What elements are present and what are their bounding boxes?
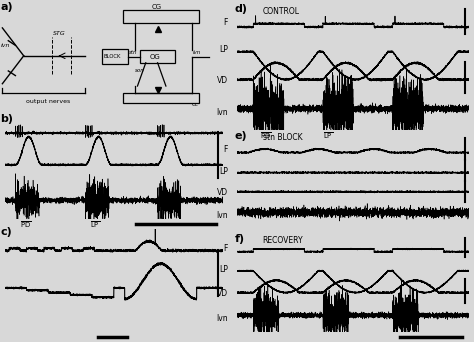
Text: F: F <box>223 244 228 253</box>
Text: LP: LP <box>219 167 228 176</box>
Text: stn: stn <box>129 50 137 55</box>
Text: ivn: ivn <box>1 42 11 48</box>
Text: d): d) <box>235 4 248 14</box>
Text: LP: LP <box>219 265 228 274</box>
Text: b): b) <box>0 114 13 124</box>
Text: lvn: lvn <box>216 211 228 220</box>
Text: CG: CG <box>152 4 162 10</box>
Text: c): c) <box>0 227 12 237</box>
Text: $\overline{\mathrm{LP}}$: $\overline{\mathrm{LP}}$ <box>323 131 333 141</box>
Text: output nerves: output nerves <box>26 100 70 105</box>
Text: OG: OG <box>149 54 160 60</box>
Bar <box>102 49 128 64</box>
Text: $\overline{\mathrm{PD}}$: $\overline{\mathrm{PD}}$ <box>20 220 32 230</box>
Text: F: F <box>223 145 228 154</box>
Text: LP: LP <box>219 45 228 54</box>
Text: CONTROL: CONTROL <box>263 7 300 16</box>
Text: F: F <box>223 18 228 27</box>
Text: RECOVERY: RECOVERY <box>263 236 303 245</box>
Text: f): f) <box>235 234 245 244</box>
Text: lvn: lvn <box>216 314 228 323</box>
Text: VD: VD <box>217 188 228 197</box>
Text: e): e) <box>235 131 247 142</box>
Text: $\overline{\mathrm{LP}}$: $\overline{\mathrm{LP}}$ <box>90 220 100 230</box>
Text: ivn: ivn <box>193 50 201 55</box>
Text: BLOCK: BLOCK <box>104 54 121 59</box>
Bar <box>140 50 175 63</box>
Text: STG: STG <box>53 31 66 36</box>
Text: a): a) <box>0 2 13 12</box>
Text: VD: VD <box>217 76 228 85</box>
Text: stn BLOCK: stn BLOCK <box>263 133 302 142</box>
Text: VD: VD <box>217 289 228 298</box>
Text: lvn: lvn <box>216 108 228 117</box>
Bar <box>123 11 199 23</box>
Bar <box>123 93 199 104</box>
Text: son: son <box>135 68 145 73</box>
Text: $\overline{\mathrm{PD}}$: $\overline{\mathrm{PD}}$ <box>260 131 272 141</box>
Text: cc: cc <box>192 102 199 107</box>
